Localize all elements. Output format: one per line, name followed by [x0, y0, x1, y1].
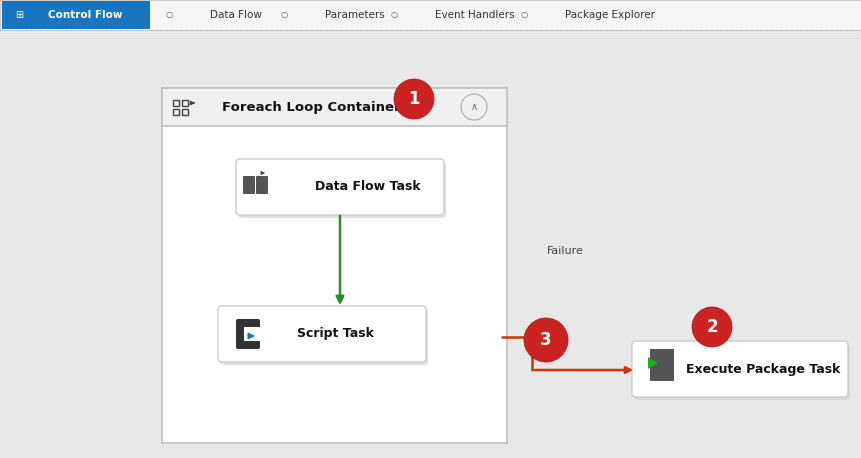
- FancyBboxPatch shape: [218, 306, 425, 362]
- Text: 1: 1: [408, 90, 419, 108]
- FancyBboxPatch shape: [0, 0, 861, 30]
- Circle shape: [523, 318, 567, 362]
- FancyBboxPatch shape: [162, 88, 506, 443]
- FancyBboxPatch shape: [631, 341, 847, 397]
- FancyBboxPatch shape: [162, 88, 506, 126]
- Text: ○: ○: [165, 11, 172, 20]
- Text: ⊞: ⊞: [15, 10, 23, 20]
- Text: ○: ○: [520, 11, 527, 20]
- FancyBboxPatch shape: [238, 162, 445, 218]
- Text: Execute Package Task: Execute Package Task: [685, 362, 839, 376]
- Text: ∧: ∧: [470, 102, 477, 112]
- FancyBboxPatch shape: [0, 34, 861, 458]
- Text: Parameters: Parameters: [325, 10, 384, 20]
- Circle shape: [393, 79, 433, 119]
- Text: Data Flow Task: Data Flow Task: [314, 180, 420, 193]
- Text: Foreach Loop Container: Foreach Loop Container: [222, 100, 400, 114]
- Circle shape: [461, 94, 486, 120]
- FancyBboxPatch shape: [220, 309, 428, 365]
- FancyBboxPatch shape: [243, 176, 255, 194]
- Text: 2: 2: [705, 318, 717, 336]
- FancyBboxPatch shape: [256, 176, 268, 194]
- Text: Script Task: Script Task: [297, 327, 374, 340]
- Text: Package Explorer: Package Explorer: [564, 10, 654, 20]
- Text: Data Flow: Data Flow: [210, 10, 262, 20]
- Text: Control Flow: Control Flow: [47, 10, 122, 20]
- FancyBboxPatch shape: [649, 349, 673, 381]
- Text: ○: ○: [280, 11, 288, 20]
- Text: ○: ○: [390, 11, 397, 20]
- FancyBboxPatch shape: [236, 159, 443, 215]
- Text: Event Handlers: Event Handlers: [435, 10, 514, 20]
- FancyBboxPatch shape: [633, 344, 849, 400]
- FancyBboxPatch shape: [244, 327, 260, 341]
- Text: 3: 3: [540, 331, 551, 349]
- Text: Failure: Failure: [547, 246, 583, 256]
- FancyBboxPatch shape: [2, 1, 150, 29]
- FancyBboxPatch shape: [236, 319, 260, 349]
- Circle shape: [691, 307, 731, 347]
- Polygon shape: [647, 357, 657, 369]
